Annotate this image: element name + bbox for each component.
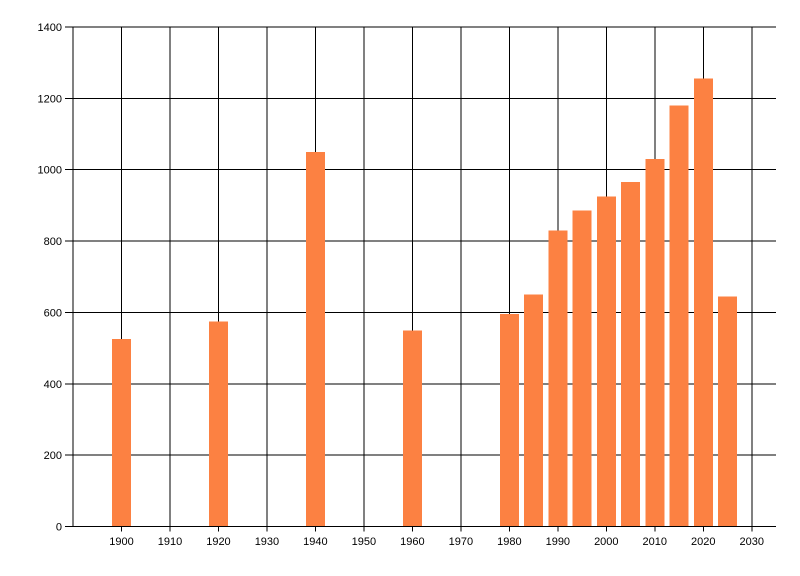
y-tick-label: 0 (56, 522, 62, 534)
bar-1920 (208, 321, 228, 527)
x-tick-label: 1990 (546, 536, 570, 548)
x-tick-label: 1960 (400, 536, 424, 548)
bar-1900 (111, 339, 131, 527)
y-tick-label: 200 (44, 450, 62, 462)
x-tick-label: 2030 (740, 536, 764, 548)
y-tick-label: 1400 (38, 22, 62, 34)
bar-2005 (621, 182, 641, 527)
bar-1980 (499, 314, 519, 527)
bar-2010 (645, 159, 665, 527)
bar-2025 (718, 296, 738, 527)
bar-1995 (572, 210, 592, 527)
y-tick-label: 1000 (38, 165, 62, 177)
x-tick-label: 2020 (691, 536, 715, 548)
bar-1990 (548, 230, 568, 527)
x-tick-label: 1950 (352, 536, 376, 548)
bar-1985 (524, 294, 544, 527)
bar-2015 (669, 105, 689, 527)
x-tick-label: 1980 (497, 536, 521, 548)
x-tick-label: 1910 (158, 536, 182, 548)
x-tick-label: 2000 (594, 536, 618, 548)
x-tick-label: 2010 (643, 536, 667, 548)
bar-1960 (402, 330, 422, 527)
x-tick-label: 1900 (109, 536, 133, 548)
y-tick-label: 400 (44, 379, 62, 391)
bar-2000 (596, 196, 616, 527)
x-tick-label: 1970 (449, 536, 473, 548)
x-tick-label: 1920 (206, 536, 230, 548)
x-tick-label: 1940 (303, 536, 327, 548)
bar-1940 (305, 151, 325, 527)
y-tick-label: 800 (44, 236, 62, 248)
bar-2020 (693, 78, 713, 527)
y-tick-label: 1200 (38, 93, 62, 105)
y-tick-label: 600 (44, 307, 62, 319)
x-tick-label: 1930 (255, 536, 279, 548)
